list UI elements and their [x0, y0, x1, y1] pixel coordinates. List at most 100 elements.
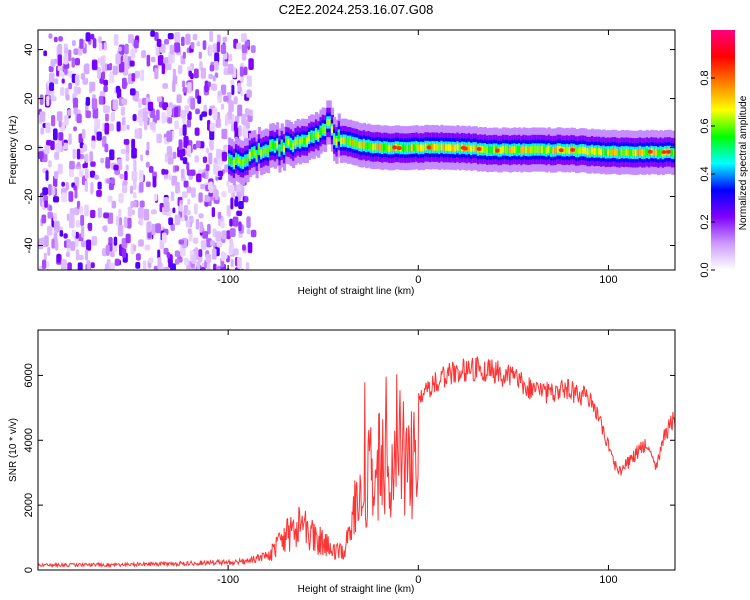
heatmap-cell [236, 184, 242, 192]
heatmap-cell [206, 262, 211, 270]
heatmap-cell [43, 50, 48, 57]
heatmap-cell [230, 157, 234, 165]
heatmap-cell [71, 40, 76, 47]
heatmap-cell [228, 246, 234, 256]
heatmap-cell [134, 128, 140, 139]
heatmap-cell [131, 147, 137, 159]
heatmap-cell [627, 149, 631, 156]
snr-y-axis-label: SNR (10 * v/v) [8, 418, 19, 482]
heatmap-cell [346, 138, 351, 146]
heatmap-cell [192, 143, 197, 150]
heatmap-cell [39, 111, 46, 122]
heatmap-cell [488, 146, 492, 154]
heatmap-cell [209, 122, 216, 132]
heatmap-cell [232, 159, 236, 167]
heatmap-cell [65, 94, 70, 101]
y-tick-label: 0 [23, 567, 35, 573]
heatmap-cell [102, 248, 107, 257]
heatmap-cell [433, 143, 437, 151]
heatmap-cell [47, 211, 54, 219]
heatmap-cell [444, 144, 449, 152]
heatmap-cell [101, 71, 106, 80]
heatmap-cell [527, 146, 531, 154]
heatmap-cell [97, 68, 101, 79]
heatmap-cell [166, 146, 173, 157]
heatmap-cell [96, 190, 102, 197]
heatmap-cell [241, 113, 247, 125]
heatmap-cell [100, 56, 105, 66]
heatmap-cell [123, 54, 129, 65]
heatmap-cell [211, 83, 218, 91]
heatmap-cell [440, 143, 444, 151]
heatmap-cell [105, 158, 111, 169]
heatmap-cell [82, 163, 86, 169]
heatmap-cell [155, 48, 160, 56]
heatmap-cell [187, 81, 192, 94]
heatmap-cell [310, 132, 314, 140]
heatmap-cell [84, 168, 89, 180]
heatmap-cell [202, 231, 209, 239]
colorbar-label: Normalized spectral amplitude [738, 95, 749, 230]
heatmap-cell [51, 96, 57, 102]
heatmap-cell [91, 60, 97, 69]
heatmap-cell [212, 43, 218, 54]
heatmap-cell [194, 155, 199, 163]
heatmap-cell [636, 149, 640, 157]
heatmap-cell [143, 208, 150, 221]
heatmap-cell [670, 149, 675, 157]
heatmap-cell [45, 269, 49, 270]
heatmap-cell [209, 64, 215, 72]
heatmap-cell [89, 170, 96, 178]
heatmap-cell [63, 233, 68, 239]
heatmap-cell [76, 161, 81, 168]
heatmap-cell [156, 38, 162, 48]
heatmap-cell [90, 209, 96, 219]
heatmap-cell [174, 106, 179, 118]
heatmap-cell [110, 111, 116, 122]
heatmap-cell [68, 82, 72, 90]
heatmap-cell [194, 127, 200, 136]
heatmap-cell [184, 105, 189, 114]
heatmap-cell [264, 147, 268, 154]
heatmap-cell [195, 218, 200, 230]
heatmap-cell [196, 173, 202, 183]
heatmap-cell [162, 102, 169, 111]
heatmap-cell [212, 75, 216, 82]
heatmap-cell [168, 174, 172, 181]
heatmap-cell [56, 253, 61, 263]
heatmap-cell [202, 156, 208, 163]
heatmap-cell [232, 67, 237, 79]
heatmap-cell [62, 142, 69, 150]
heatmap-cell [213, 61, 219, 71]
heatmap-cell [104, 122, 110, 135]
heatmap-cell [159, 43, 166, 54]
heatmap-cell [147, 230, 152, 239]
heatmap-cell [317, 132, 321, 140]
heatmap-cell [581, 146, 586, 154]
heatmap-cell [224, 114, 229, 126]
heatmap-cell [285, 138, 289, 146]
heatmap-cell [153, 265, 159, 270]
heatmap-cell [84, 249, 89, 261]
heatmap-cell [381, 144, 385, 152]
heatmap-cell [522, 145, 526, 153]
heatmap-cell [170, 223, 175, 231]
heatmap-cell [51, 238, 55, 249]
heatmap-cell [234, 155, 239, 163]
heatmap-cell [123, 139, 130, 145]
heatmap-cell [168, 217, 174, 226]
heatmap-cell [139, 181, 144, 193]
heatmap-cell [196, 41, 201, 47]
heatmap-cell [67, 109, 72, 116]
heatmap-cell [374, 143, 378, 151]
heatmap-cell [547, 145, 551, 153]
heatmap-cell [208, 73, 214, 80]
heatmap-cell [71, 229, 76, 238]
heatmap-cell [586, 148, 590, 155]
heatmap-cell [53, 196, 59, 203]
heatmap-cell [221, 191, 227, 198]
heatmap-cell [508, 147, 513, 154]
heatmap-cell [131, 138, 136, 149]
heatmap-cell [209, 129, 215, 141]
heatmap-cell [199, 114, 203, 121]
